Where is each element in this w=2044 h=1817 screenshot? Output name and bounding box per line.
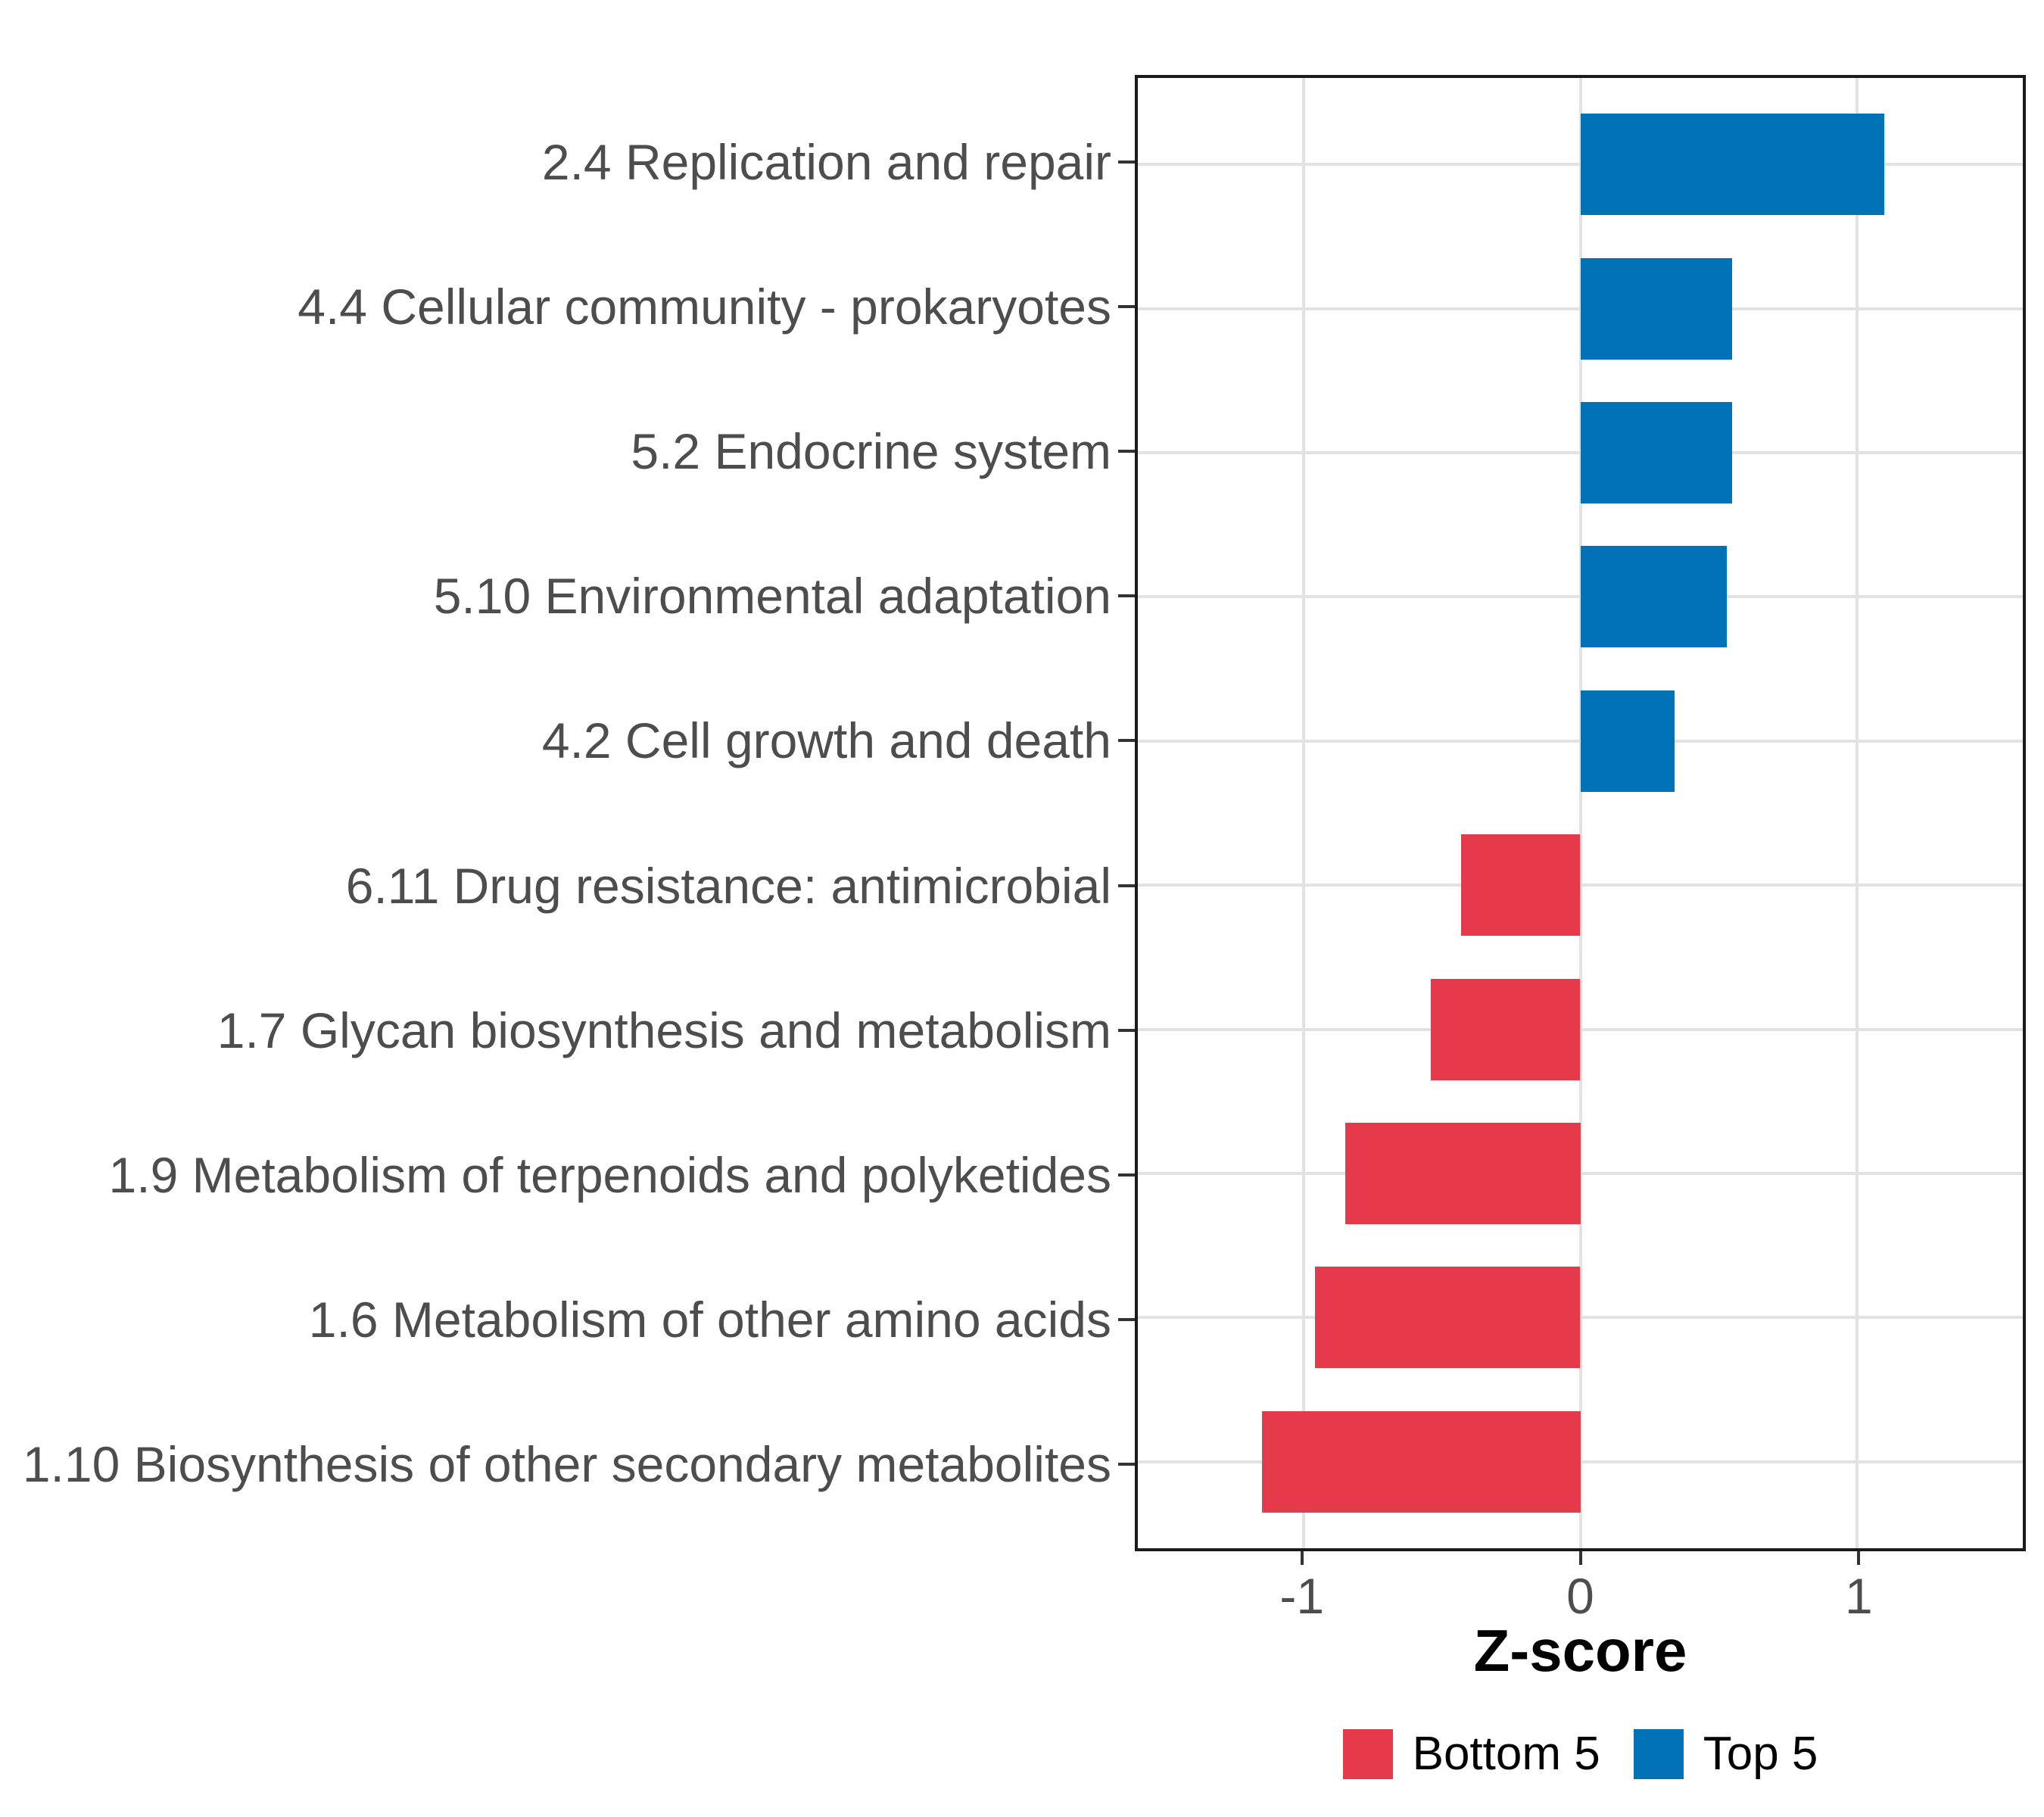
bar-positive [1580, 690, 1675, 792]
bar-negative [1314, 1267, 1581, 1369]
x-axis-tick-label: 1 [1844, 1568, 1873, 1624]
legend-color-swatch [1633, 1729, 1684, 1779]
y-axis-label: 5.10 Environmental adaptation [433, 568, 1111, 625]
x-axis-tick [1578, 1551, 1582, 1565]
bar-negative [1431, 978, 1581, 1080]
y-axis-label: 1.10 Biosynthesis of other secondary met… [22, 1436, 1111, 1493]
x-axis-tick-label: 0 [1566, 1568, 1594, 1624]
y-axis-tick [1118, 1318, 1135, 1322]
x-axis-tick-label: -1 [1279, 1568, 1325, 1624]
legend: Bottom 5 Top 5 [1135, 1728, 2026, 1781]
bar-negative [1461, 834, 1581, 937]
y-axis-label: 4.4 Cellular community - prokaryotes [298, 278, 1111, 335]
legend-label: Bottom 5 [1412, 1728, 1600, 1780]
y-axis-tick [1118, 450, 1135, 453]
x-gridline [1302, 78, 1306, 1548]
y-gridline [1138, 884, 2023, 887]
y-axis-tick [1118, 739, 1135, 743]
x-gridline [1578, 78, 1582, 1548]
y-gridline [1138, 1316, 2023, 1320]
y-axis-tick [1118, 884, 1135, 887]
bar-negative [1344, 1122, 1581, 1224]
y-axis-tick [1118, 160, 1135, 164]
y-axis-tick [1118, 304, 1135, 308]
y-gridline [1138, 1027, 2023, 1031]
bar-positive [1580, 114, 1885, 216]
plot-panel [1135, 75, 2026, 1551]
y-axis-label: 4.2 Cell growth and death [541, 712, 1111, 769]
bar-positive [1580, 402, 1733, 504]
y-axis-tick [1118, 1173, 1135, 1177]
y-axis-label: 1.6 Metabolism of other amino acids [308, 1292, 1111, 1348]
y-axis-tick [1118, 594, 1135, 598]
y-gridline [1138, 1171, 2023, 1175]
bar-negative [1262, 1410, 1581, 1513]
y-axis-label: 5.2 Endocrine system [631, 423, 1111, 480]
bar-positive [1580, 257, 1733, 360]
x-axis-tick [1857, 1551, 1861, 1565]
legend-label: Top 5 [1703, 1728, 1818, 1780]
y-axis-tick [1118, 1028, 1135, 1032]
legend-entry: Bottom 5 [1342, 1728, 1600, 1781]
y-axis-label: 2.4 Replication and repair [541, 133, 1111, 190]
y-axis-tick [1118, 1463, 1135, 1466]
y-axis-label: 1.7 Glycan biosynthesis and metabolism [217, 1002, 1111, 1058]
x-gridline [1855, 78, 1859, 1548]
x-axis-title: Z-score [1473, 1617, 1687, 1684]
y-axis-label: 1.9 Metabolism of terpenoids and polyket… [108, 1146, 1111, 1203]
y-axis-label: 6.11 Drug resistance: antimicrobial [345, 857, 1111, 914]
legend-color-swatch [1342, 1729, 1393, 1779]
legend-entry: Top 5 [1633, 1728, 1818, 1781]
x-axis-tick [1300, 1551, 1304, 1565]
bar-positive [1580, 546, 1728, 648]
y-gridline [1138, 1460, 2023, 1463]
